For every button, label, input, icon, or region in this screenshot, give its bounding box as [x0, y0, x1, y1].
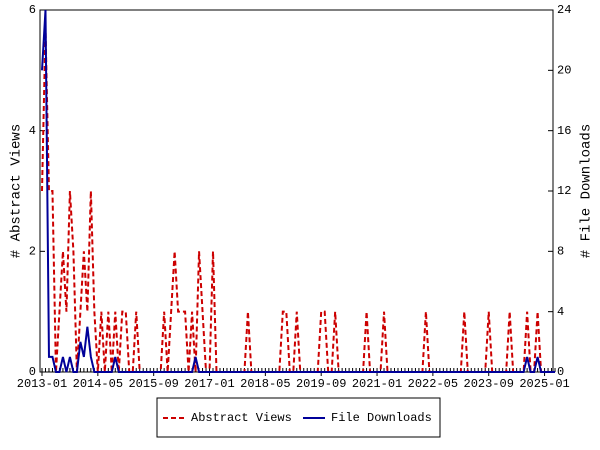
x-tick-label: 2019-09 — [296, 377, 346, 391]
y2-tick-label: 24 — [557, 3, 571, 17]
y2-tick-label: 8 — [557, 245, 564, 259]
x-tick-label: 2018-05 — [240, 377, 290, 391]
y-tick-label: 4 — [29, 124, 36, 138]
x-tick-label: 2022-05 — [408, 377, 458, 391]
legend-label: File Downloads — [331, 411, 432, 425]
y-tick-label: 2 — [29, 245, 36, 259]
series-line — [41, 9, 556, 373]
x-tick-label: 2015-09 — [128, 377, 178, 391]
y2-tick-label: 12 — [557, 184, 571, 198]
y2-tick-label: 0 — [557, 365, 564, 379]
y2-tick-label: 4 — [557, 305, 564, 319]
series-line — [41, 28, 556, 373]
x-tick-label: 2023-09 — [464, 377, 514, 391]
legend-label: Abstract Views — [191, 411, 292, 425]
y2-tick-label: 16 — [557, 124, 571, 138]
y-tick-label: 6 — [29, 3, 36, 17]
x-tick-label: 2013-01 — [17, 377, 67, 391]
y-tick-label: 0 — [29, 365, 36, 379]
y2-axis-title: # File Downloads — [579, 124, 595, 258]
y-axis-title: # Abstract Views — [9, 124, 25, 258]
x-tick-label: 2025-01 — [519, 377, 569, 391]
y2-tick-label: 20 — [557, 64, 571, 78]
x-tick-label: 2014-05 — [73, 377, 123, 391]
x-tick-label: 2021-01 — [352, 377, 402, 391]
x-tick-label: 2017-01 — [184, 377, 234, 391]
legend — [156, 397, 441, 438]
